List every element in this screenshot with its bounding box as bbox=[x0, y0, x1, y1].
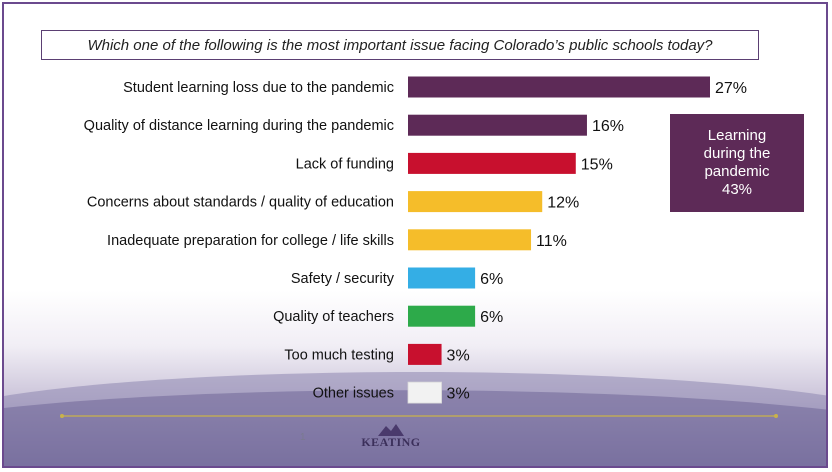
bar bbox=[408, 267, 476, 289]
value-label: 27% bbox=[715, 80, 747, 97]
category-label: Too much testing bbox=[284, 347, 394, 363]
bar bbox=[407, 381, 442, 404]
category-label: Lack of funding bbox=[296, 156, 394, 172]
category-label: Student learning loss due to the pandemi… bbox=[123, 80, 394, 96]
category-label: Quality of teachers bbox=[273, 309, 394, 325]
callout-line-1: Learning bbox=[707, 127, 767, 144]
value-label: 15% bbox=[581, 156, 613, 173]
callout-line-2: during the bbox=[703, 145, 771, 162]
value-label: 3% bbox=[447, 386, 470, 403]
bar bbox=[408, 343, 442, 365]
bar bbox=[408, 305, 476, 327]
bar bbox=[408, 152, 576, 174]
background-swoosh bbox=[4, 372, 826, 466]
callout-line-4: 43% bbox=[721, 181, 753, 198]
category-label: Concerns about standards / quality of ed… bbox=[87, 195, 394, 211]
bar-chart: Student learning loss due to the pandemi… bbox=[84, 76, 747, 404]
survey-question: Which one of the following is the most i… bbox=[41, 30, 759, 60]
bar bbox=[408, 76, 710, 98]
value-label: 3% bbox=[447, 347, 470, 364]
learning-pandemic-callout: Learning during the pandemic 43% bbox=[670, 114, 804, 212]
callout-line-3: pandemic bbox=[704, 163, 770, 180]
page-number: 1 bbox=[300, 432, 306, 443]
value-label: 6% bbox=[480, 309, 503, 326]
category-label: Other issues bbox=[313, 386, 394, 402]
value-label: 12% bbox=[547, 195, 579, 212]
mountain-icon bbox=[378, 424, 404, 436]
logo-wordmark: KEATING bbox=[361, 435, 421, 449]
value-label: 16% bbox=[592, 118, 624, 135]
bar bbox=[408, 229, 532, 251]
category-label: Quality of distance learning during the … bbox=[84, 118, 394, 134]
category-label: Inadequate preparation for college / lif… bbox=[107, 233, 394, 249]
bar bbox=[408, 114, 587, 136]
category-label: Safety / security bbox=[291, 271, 395, 287]
value-label: 6% bbox=[480, 271, 503, 288]
keating-logo: KEATING bbox=[356, 422, 426, 456]
bar bbox=[408, 191, 543, 213]
value-label: 11% bbox=[536, 233, 567, 250]
